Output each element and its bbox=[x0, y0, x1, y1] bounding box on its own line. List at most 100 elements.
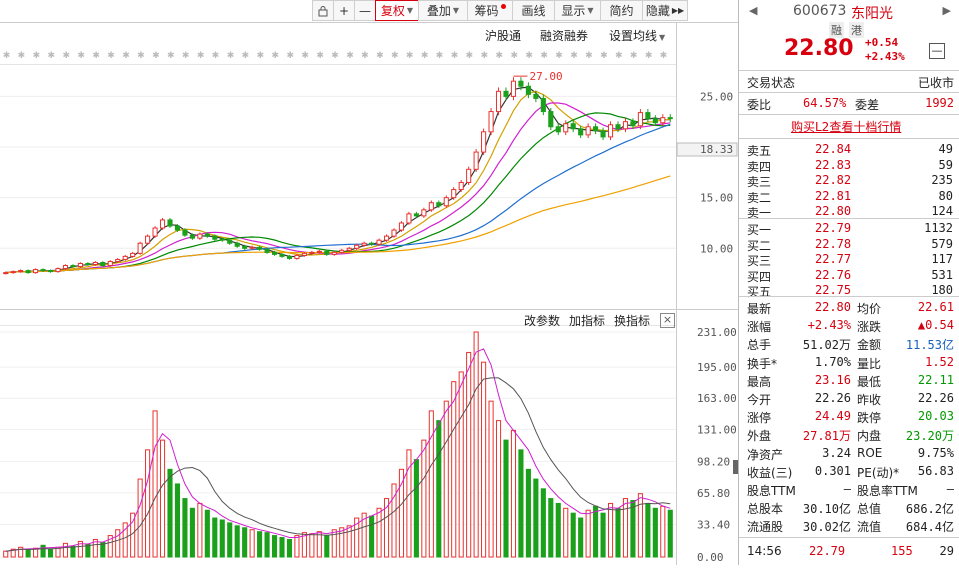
candle[interactable] bbox=[548, 108, 554, 131]
event-flag-icon[interactable]: ✱ bbox=[510, 51, 518, 61]
volume-bar[interactable] bbox=[174, 483, 181, 558]
volume-bar[interactable] bbox=[525, 468, 531, 558]
ask-row[interactable]: 卖五 22.84 49 bbox=[739, 141, 959, 159]
volume-bar[interactable] bbox=[47, 548, 54, 558]
volume-bar[interactable] bbox=[548, 498, 554, 558]
volume-bar[interactable] bbox=[570, 512, 576, 558]
next-stock-icon[interactable]: ▶ bbox=[942, 4, 951, 17]
event-flag-icon[interactable]: ✱ bbox=[3, 51, 11, 61]
candle[interactable] bbox=[212, 234, 218, 241]
volume-bar[interactable] bbox=[227, 522, 233, 558]
volume-bar[interactable] bbox=[458, 371, 464, 558]
candle[interactable] bbox=[369, 241, 375, 246]
bid-row[interactable]: 买五 22.75 180 bbox=[739, 282, 959, 300]
event-flag-icon[interactable]: ✱ bbox=[227, 51, 235, 61]
candle[interactable] bbox=[85, 262, 91, 266]
candle[interactable] bbox=[339, 248, 345, 254]
candle[interactable] bbox=[55, 267, 61, 273]
candle[interactable] bbox=[398, 221, 405, 232]
candle[interactable] bbox=[77, 262, 83, 268]
volume-bar[interactable] bbox=[555, 502, 561, 558]
event-flag-icon[interactable]: ✱ bbox=[525, 51, 533, 61]
volume-bar[interactable] bbox=[331, 529, 337, 558]
event-flag-icon[interactable]: ✱ bbox=[242, 51, 250, 61]
event-flag-icon[interactable]: ✱ bbox=[406, 51, 414, 61]
volume-bar[interactable] bbox=[369, 515, 375, 558]
volume-bar[interactable] bbox=[159, 439, 166, 558]
candle[interactable] bbox=[495, 87, 502, 116]
candle[interactable] bbox=[637, 109, 643, 130]
candle[interactable] bbox=[451, 187, 457, 200]
bid-row[interactable]: 买二 22.78 579 bbox=[739, 236, 959, 254]
event-flag-icon[interactable]: ✱ bbox=[167, 51, 175, 61]
candle[interactable] bbox=[100, 261, 106, 267]
event-flag-icon[interactable]: ✱ bbox=[107, 51, 115, 61]
volume-bar[interactable] bbox=[346, 525, 352, 558]
event-flag-icon[interactable]: ✱ bbox=[361, 51, 369, 61]
candle[interactable] bbox=[159, 217, 166, 230]
volume-bar[interactable] bbox=[667, 509, 673, 558]
volume-bar[interactable] bbox=[62, 542, 69, 558]
volume-bar[interactable] bbox=[637, 493, 643, 558]
panel-toggle-handle[interactable] bbox=[733, 460, 738, 474]
volume-bar[interactable] bbox=[645, 502, 651, 558]
switch-indicator-link[interactable]: 换指标 bbox=[614, 314, 651, 328]
volume-bar[interactable] bbox=[92, 538, 98, 558]
event-flag-icon[interactable]: ✱ bbox=[77, 51, 85, 61]
volume-bar[interactable] bbox=[354, 517, 360, 558]
candle[interactable] bbox=[533, 90, 539, 103]
volume-bar[interactable] bbox=[219, 519, 225, 558]
lock-icon[interactable] bbox=[312, 0, 334, 21]
candle[interactable] bbox=[503, 87, 509, 101]
bid-row[interactable]: 买一 22.79 1132 bbox=[739, 220, 959, 238]
event-flag-icon[interactable]: ✱ bbox=[197, 51, 205, 61]
candle[interactable] bbox=[33, 268, 39, 274]
candle[interactable] bbox=[130, 251, 136, 258]
volume-bar[interactable] bbox=[204, 509, 210, 558]
candle[interactable] bbox=[660, 114, 666, 127]
volume-bar[interactable] bbox=[361, 512, 367, 558]
candle[interactable] bbox=[137, 241, 143, 255]
volume-bar[interactable] bbox=[189, 507, 195, 558]
candle[interactable] bbox=[174, 224, 181, 232]
candle[interactable] bbox=[249, 245, 255, 250]
volume-bar[interactable] bbox=[466, 351, 472, 558]
candle[interactable] bbox=[346, 246, 352, 252]
ask-row[interactable]: 卖四 22.83 59 bbox=[739, 157, 959, 175]
volume-bar[interactable] bbox=[533, 478, 539, 558]
candle[interactable] bbox=[18, 269, 24, 273]
ask-row[interactable]: 卖二 22.81 80 bbox=[739, 188, 959, 206]
candle[interactable] bbox=[47, 269, 54, 273]
candle[interactable] bbox=[391, 228, 397, 238]
candle[interactable] bbox=[3, 271, 9, 275]
candle[interactable] bbox=[107, 260, 113, 267]
candle[interactable] bbox=[652, 115, 658, 127]
volume-bar[interactable] bbox=[257, 531, 263, 558]
event-flag-icon[interactable]: ✱ bbox=[257, 51, 265, 61]
volume-bar[interactable] bbox=[495, 420, 502, 558]
candle[interactable] bbox=[436, 200, 442, 208]
volume-bar[interactable] bbox=[481, 361, 487, 558]
volume-bar[interactable] bbox=[115, 529, 121, 558]
candle[interactable] bbox=[600, 127, 606, 141]
candle[interactable] bbox=[466, 166, 472, 185]
event-flag-icon[interactable]: ✱ bbox=[122, 51, 130, 61]
candle[interactable] bbox=[152, 226, 158, 238]
buy-l2-link[interactable]: 购买L2查看十档行情 bbox=[791, 120, 902, 134]
volume-bar[interactable] bbox=[145, 449, 151, 558]
event-flag-icon[interactable]: ✱ bbox=[212, 51, 220, 61]
zoom-out-icon[interactable]: — bbox=[354, 0, 376, 21]
volume-bar[interactable] bbox=[264, 532, 270, 558]
volume-bar[interactable] bbox=[25, 549, 31, 558]
volume-bar[interactable] bbox=[428, 410, 434, 558]
event-flag-icon[interactable]: ✱ bbox=[48, 51, 56, 61]
candle[interactable] bbox=[227, 238, 233, 245]
volume-bar[interactable] bbox=[107, 535, 113, 558]
volume-bar[interactable] bbox=[503, 439, 509, 558]
collapse-icon[interactable]: — bbox=[929, 43, 945, 59]
overlay-button[interactable]: 叠加 ▼ bbox=[418, 0, 468, 21]
candle[interactable] bbox=[354, 243, 360, 250]
candle[interactable] bbox=[309, 250, 315, 255]
volume-bar[interactable] bbox=[473, 331, 479, 558]
volume-bar[interactable] bbox=[167, 468, 173, 558]
